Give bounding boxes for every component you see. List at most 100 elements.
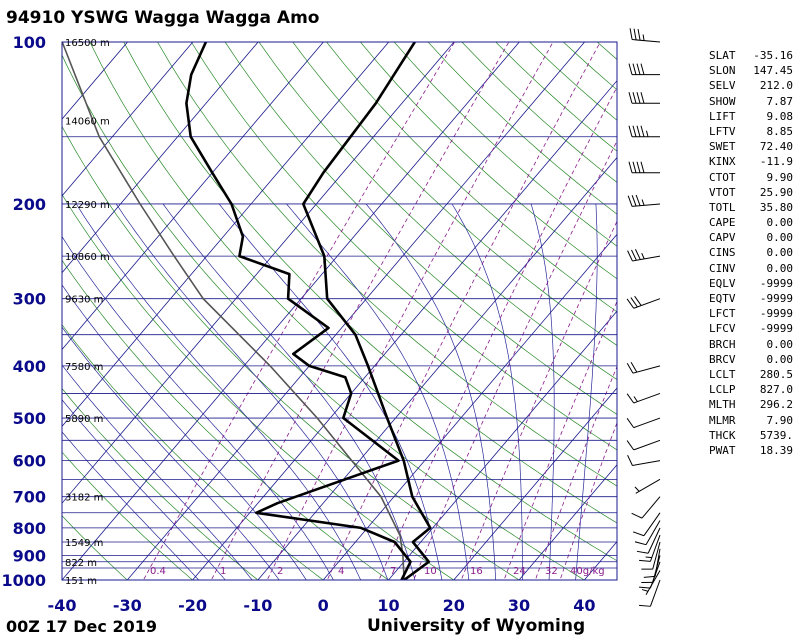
parameter-value: 0.00: [766, 352, 794, 366]
wind-barb-full: [635, 194, 641, 206]
moist-adiabat: [451, 203, 523, 580]
parameter-key: CINV: [709, 261, 736, 275]
mixing-ratio-label: 1: [220, 566, 226, 577]
pressure-tick-label: 200: [13, 195, 46, 214]
wind-barb: [636, 527, 661, 554]
parameter-key: LCLP: [709, 383, 736, 397]
parameter-row: EQLV -9999: [709, 276, 793, 291]
wind-barb-full: [628, 125, 633, 137]
isotherm: [62, 42, 194, 197]
wind-barb-staff: [649, 534, 661, 562]
wind-barb-full: [633, 28, 637, 40]
wind-barb-full: [636, 550, 649, 554]
parameter-value: 72.40: [759, 140, 793, 154]
height-label: 16500 m: [65, 38, 110, 49]
mixing-ratio-line: [266, 42, 554, 580]
wind-barb-full: [639, 586, 651, 589]
parameter-row: MLMR 7.90: [709, 413, 793, 428]
parameter-row: CINS 0.00: [709, 245, 793, 260]
parameter-row: VTOT 25.90: [709, 185, 793, 200]
wind-barb-staff: [649, 579, 661, 607]
height-label: 822 m: [65, 558, 97, 569]
date-label: 00Z 17 Dec 2019: [6, 617, 157, 636]
wind-barb-full: [643, 575, 656, 578]
parameter-value: -9999: [759, 292, 793, 305]
moist-adiabat: [62, 364, 253, 580]
parameter-row: BRCH 0.00: [709, 337, 793, 352]
parameter-value: 280.5: [759, 367, 793, 381]
wind-barb-staff: [641, 496, 661, 519]
height-label: 1549 m: [65, 538, 103, 549]
pressure-tick-label: 300: [13, 290, 46, 309]
parameter-value: 212.0: [759, 79, 793, 93]
mixing-ratio-line: [142, 42, 455, 580]
parameter-value: 0.00: [766, 216, 794, 230]
parameter-key: BRCH: [709, 337, 736, 351]
wind-barb: [641, 541, 661, 570]
parameter-value: 827.0: [759, 383, 793, 397]
wind-barb-staff: [633, 439, 661, 451]
wind-barb: [641, 570, 661, 595]
temperature-trace: [302, 42, 432, 580]
parameter-value: 296.2: [759, 398, 793, 412]
moist-adiabat: [286, 203, 470, 580]
parameter-value: 18.39: [759, 443, 793, 457]
mixing-ratio-line: [210, 42, 510, 580]
wind-barb-half: [641, 589, 649, 592]
isotherm: [387, 310, 617, 580]
temperature-tick-label: -30: [113, 596, 142, 615]
parameter-row: CTOT 9.90: [709, 170, 793, 185]
dry-adiabat: [62, 54, 586, 580]
parameter-key: SHOW: [709, 94, 736, 108]
wind-barb-full: [632, 161, 637, 173]
wind-barb-full: [637, 28, 641, 41]
mixing-ratio-line: [534, 365, 617, 580]
parameter-table: SLAT -35.16 SLON 147.45 SELV 212.0 SHOW 7.87 LIF…: [709, 48, 793, 458]
parameter-row: LFCV -9999: [709, 321, 793, 336]
mixing-ratio-line: [326, 42, 601, 580]
wind-barb-staff: [647, 527, 661, 554]
wind-barb-full: [632, 92, 637, 104]
wind-barb-full: [639, 559, 651, 562]
isotherm: [62, 42, 324, 351]
temperature-tick-label: -20: [178, 596, 207, 615]
temperature-tick-label: 20: [443, 596, 465, 615]
mixing-ratio-line: [503, 300, 617, 580]
parameter-row: THCK 5739.: [709, 428, 793, 443]
moist-adiabat: [62, 326, 280, 580]
mixing-ratio-label: 0.4: [150, 566, 166, 577]
wind-barb-half: [633, 396, 638, 402]
wind-barb-staff: [632, 39, 661, 43]
isotherm: [62, 42, 259, 274]
wind-barb-staff: [635, 478, 661, 494]
isotherm: [62, 42, 129, 120]
temperature-tick-label: 10: [377, 596, 399, 615]
parameter-value: -35.16: [753, 49, 793, 62]
parameter-value: 7.87: [766, 94, 794, 108]
isotherm: [257, 156, 617, 580]
plot-frame: [61, 41, 618, 581]
mixing-ratio-line: [413, 140, 617, 580]
wind-barb-staff: [633, 298, 661, 309]
isotherm: [0, 30, 7, 591]
wind-barb: [626, 392, 661, 404]
wind-barb-full: [629, 28, 633, 40]
wind-barb-half: [645, 556, 652, 559]
parameter-value: 35.80: [759, 200, 793, 214]
dry-adiabat: [224, 42, 617, 415]
dry-adiabat: [89, 42, 617, 562]
parameter-value: 5739.: [759, 428, 793, 442]
wind-barb-half: [641, 199, 645, 206]
wind-barb: [634, 520, 661, 546]
moist-adiabat: [76, 203, 362, 580]
moist-adiabat: [218, 203, 443, 580]
parameter-value: 9.08: [766, 109, 794, 123]
mixing-ratio-line: [460, 220, 617, 580]
wind-barb-full: [636, 125, 641, 137]
parameter-value: 9.90: [766, 170, 794, 184]
mixing-ratio-label: 2: [277, 566, 283, 577]
parameter-key: SLON: [709, 64, 736, 78]
parameter-row: SLON 147.45: [709, 63, 793, 78]
height-label: 9630 m: [65, 295, 103, 306]
